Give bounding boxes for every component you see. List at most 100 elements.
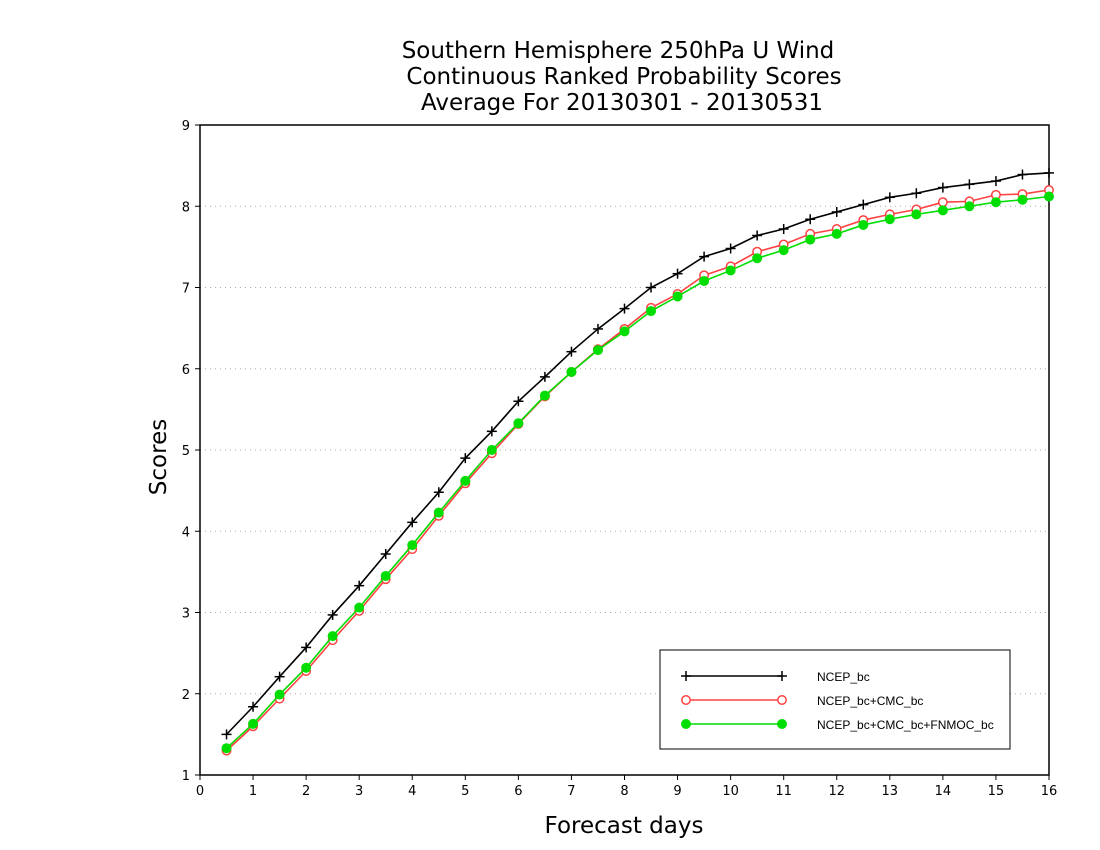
data-point	[778, 245, 789, 256]
data-point	[1044, 167, 1054, 178]
x-tick-label: 0	[196, 784, 204, 799]
data-point	[221, 743, 232, 754]
y-tick-label: 1	[182, 769, 190, 784]
chart-title: Southern Hemisphere 250hPa U Wind Contin…	[402, 38, 842, 116]
data-point	[937, 197, 948, 208]
series-2	[221, 191, 1054, 754]
y-axis-ticks: 1 2 3 4 5 6 7 8 9	[182, 119, 200, 784]
data-point	[460, 453, 471, 464]
data-point	[911, 209, 922, 220]
data-point	[566, 346, 577, 357]
data-point	[592, 345, 603, 356]
data-point	[725, 243, 736, 254]
data-point	[884, 192, 895, 203]
data-point	[539, 390, 550, 401]
x-tick-label: 1	[249, 784, 257, 799]
data-point	[274, 671, 285, 682]
data-point	[433, 487, 444, 498]
title-line-2: Continuous Ranked Probability Scores	[406, 64, 841, 90]
legend: NCEP_bc NCEP_bc+CMC_bc NCEP_bc+CMC_bc+FNMO…	[659, 649, 1011, 750]
data-point	[990, 176, 1001, 187]
x-tick-label: 10	[722, 784, 739, 799]
data-point	[699, 276, 710, 286]
data-point	[221, 729, 232, 740]
x-tick-label: 2	[302, 784, 310, 799]
data-point	[354, 580, 365, 591]
y-tick-label: 7	[182, 282, 190, 297]
data-point	[725, 265, 736, 276]
x-tick-label: 11	[775, 784, 792, 799]
y-tick-label: 8	[182, 200, 190, 215]
data-point	[513, 418, 524, 429]
data-point	[460, 475, 471, 486]
data-point	[592, 323, 603, 334]
legend-marker	[681, 671, 691, 681]
x-tick-label: 15	[988, 784, 1005, 799]
data-point	[1044, 191, 1054, 202]
data-point	[831, 228, 842, 239]
data-point	[486, 426, 497, 437]
grid-lines	[200, 124, 1049, 695]
data-point	[248, 701, 259, 712]
y-tick-label: 5	[182, 444, 190, 459]
data-point	[831, 206, 842, 217]
x-tick-label: 9	[673, 784, 681, 799]
data-point	[884, 214, 895, 225]
series-0	[221, 167, 1054, 740]
legend-item: NCEP_bc+CMC_bc+FNMOC_bc	[681, 718, 994, 732]
data-point	[301, 662, 312, 673]
data-point	[327, 609, 338, 620]
x-tick-label: 13	[882, 784, 899, 799]
data-point	[964, 201, 975, 212]
x-tick-label: 7	[567, 784, 575, 799]
y-tick-label: 6	[182, 363, 190, 378]
data-point	[327, 631, 338, 642]
data-point	[539, 371, 550, 382]
data-point	[1017, 169, 1028, 180]
x-tick-label: 12	[828, 784, 845, 799]
data-point	[990, 197, 1001, 208]
data-point	[699, 251, 710, 262]
data-point	[274, 689, 285, 700]
data-point	[911, 188, 922, 199]
data-point	[646, 282, 657, 293]
data-point	[752, 253, 763, 264]
data-point	[858, 199, 869, 210]
legend-item: NCEP_bc	[681, 670, 870, 684]
x-axis-label: Forecast days	[545, 813, 704, 839]
data-point	[407, 517, 418, 528]
data-point	[433, 507, 444, 518]
data-point	[619, 326, 630, 337]
data-point	[248, 718, 259, 729]
legend-marker	[777, 671, 787, 681]
series-layer	[221, 167, 1054, 756]
legend-item: NCEP_bc+CMC_bc	[681, 694, 923, 708]
data-point	[354, 602, 365, 613]
title-line-3: Average For 20130301 - 20130531	[421, 90, 823, 116]
legend-label: NCEP_bc+CMC_bc+FNMOC_bc	[817, 718, 994, 732]
data-point	[752, 230, 763, 241]
data-point	[380, 570, 391, 581]
data-point	[486, 445, 497, 455]
data-point	[805, 234, 816, 245]
y-axis-label: Scores	[146, 419, 172, 495]
legend-marker	[681, 719, 691, 729]
x-tick-label: 8	[620, 784, 628, 799]
data-point	[619, 303, 630, 314]
y-tick-label: 3	[182, 607, 190, 622]
legend-label: NCEP_bc+CMC_bc	[817, 694, 923, 708]
data-point	[380, 549, 391, 559]
data-point	[805, 214, 816, 225]
data-point	[778, 224, 789, 234]
y-tick-label: 9	[182, 119, 190, 134]
x-tick-label: 16	[1041, 784, 1058, 799]
x-tick-label: 4	[408, 784, 416, 799]
data-point	[672, 291, 683, 302]
y-tick-label: 2	[182, 688, 190, 703]
legend-marker	[777, 719, 787, 729]
data-point	[646, 306, 657, 317]
data-point	[407, 540, 418, 551]
title-line-1: Southern Hemisphere 250hPa U Wind	[402, 38, 835, 64]
x-tick-label: 3	[355, 784, 363, 799]
x-tick-label: 6	[514, 784, 522, 799]
